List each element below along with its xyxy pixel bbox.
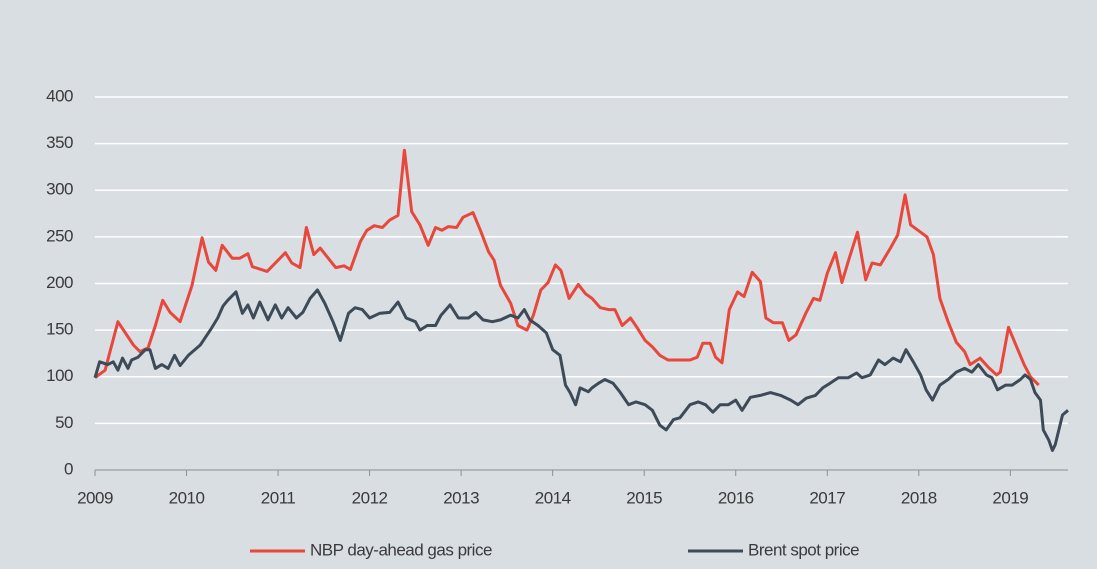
- y-tick-label: 300: [46, 180, 73, 199]
- series-line: [94, 148, 1040, 387]
- x-tick-label: 2013: [443, 488, 479, 507]
- x-tick-label: 2017: [809, 488, 845, 507]
- legend-label: NBP day-ahead gas price: [310, 540, 492, 559]
- x-tick-label: 2009: [77, 488, 113, 507]
- x-tick-label: 2010: [169, 488, 205, 507]
- x-tick-label: 2011: [261, 488, 296, 507]
- x-tick-label: 2018: [901, 488, 937, 507]
- x-tick-label: 2016: [718, 488, 754, 507]
- y-tick-label: 350: [46, 133, 73, 152]
- y-tick-label: 200: [46, 273, 73, 292]
- y-tick-label: 250: [46, 226, 73, 245]
- x-tick-label: 2015: [626, 488, 662, 507]
- y-tick-label: 50: [55, 413, 73, 432]
- x-tick-label: 2014: [535, 488, 571, 507]
- x-tick-label: 2019: [992, 488, 1028, 507]
- y-tick-label: 400: [46, 86, 73, 105]
- legend-label: Brent spot price: [748, 540, 859, 559]
- y-tick-label: 100: [46, 366, 73, 385]
- x-tick-label: 2012: [352, 488, 388, 507]
- y-tick-label: 0: [64, 459, 73, 478]
- y-tick-label: 150: [46, 320, 73, 339]
- series-line: [93, 288, 1069, 452]
